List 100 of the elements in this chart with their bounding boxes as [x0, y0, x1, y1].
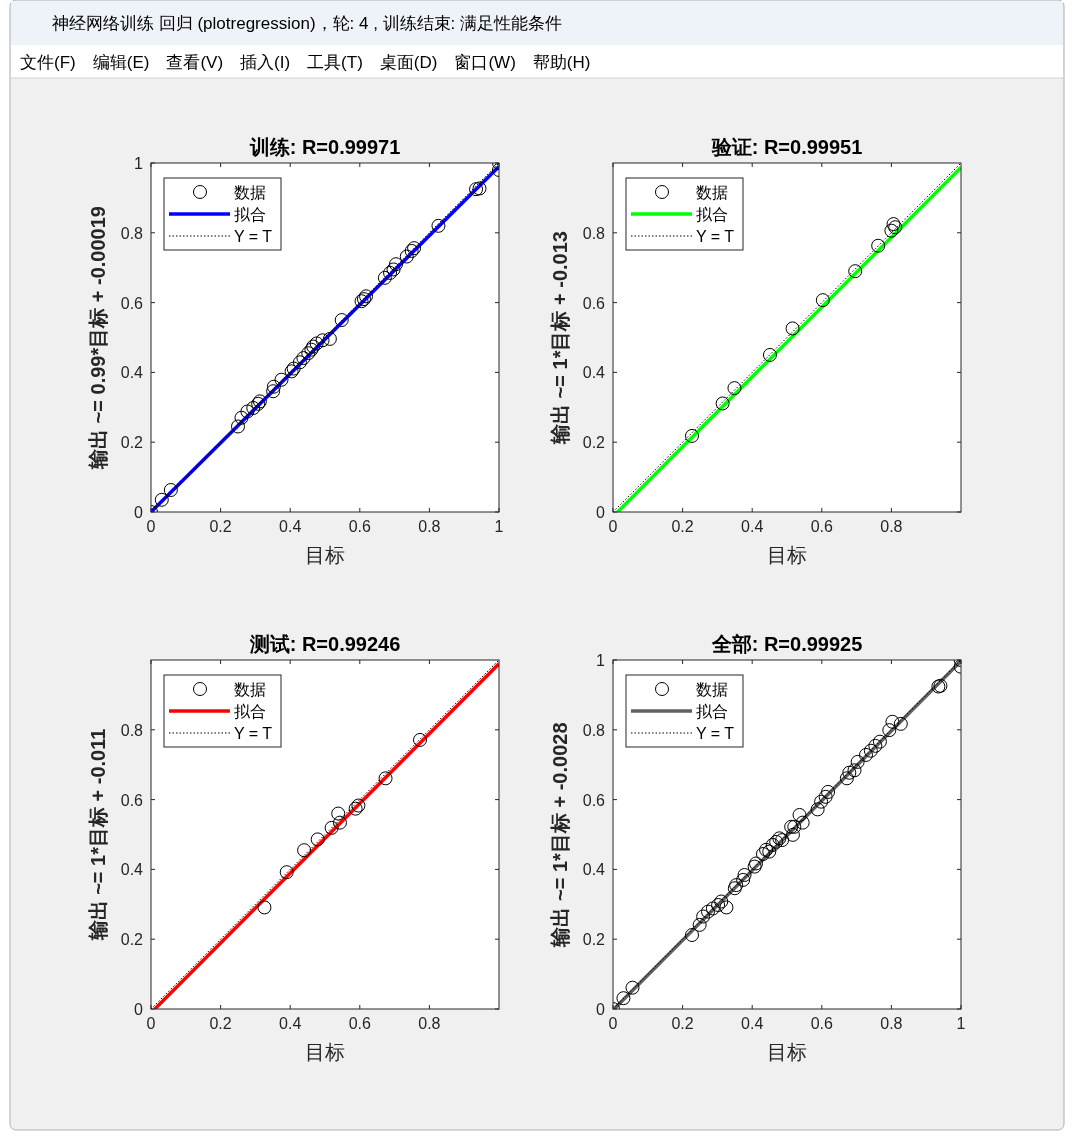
- point: [859, 747, 873, 762]
- point: [737, 867, 752, 882]
- y-tick-label: 0: [134, 504, 144, 521]
- x-tick-label: 1: [956, 1015, 966, 1032]
- y-tick-label: 1: [596, 652, 606, 669]
- x-tick-label: 0.8: [418, 518, 441, 535]
- point: [815, 293, 830, 308]
- x-tick-label: 0.6: [810, 1015, 834, 1032]
- point: [893, 716, 908, 731]
- point: [863, 743, 878, 758]
- legend-label: Y = T: [696, 228, 735, 245]
- point: [257, 900, 272, 915]
- x-tick-label: 0.4: [279, 1015, 302, 1032]
- x-axis-title: 目标: [767, 1041, 807, 1063]
- point: [762, 347, 777, 362]
- y-tick-label: 0.8: [120, 721, 144, 739]
- y-tick-label: 0.4: [582, 364, 606, 382]
- y-axis-title: 输出 ~= 0.99*目标 + -0.00019: [87, 206, 109, 470]
- point: [868, 738, 883, 753]
- point: [847, 763, 862, 778]
- point: [810, 802, 825, 817]
- x-tick-label: 0.6: [348, 1015, 372, 1032]
- y-tick-label: 0: [596, 504, 606, 521]
- point: [711, 898, 726, 912]
- x-tick-label: 0.2: [671, 1015, 694, 1032]
- y-tick-label: 0.6: [582, 294, 606, 312]
- legend-label: Y = T: [696, 725, 735, 742]
- y-tick-label: 0.2: [582, 931, 606, 949]
- point: [332, 815, 347, 830]
- point: [240, 404, 255, 419]
- point: [274, 372, 289, 387]
- point: [301, 346, 316, 361]
- x-tick-label: 0: [146, 518, 156, 535]
- point: [246, 401, 261, 415]
- x-tick-label: 0.2: [671, 518, 694, 535]
- point: [736, 872, 751, 887]
- y-tick-label: 0: [596, 1001, 606, 1018]
- x-tick-label: 0: [608, 1015, 618, 1032]
- point: [413, 732, 427, 747]
- point: [818, 789, 833, 804]
- x-axis-title: 目标: [767, 544, 807, 566]
- point: [785, 827, 800, 842]
- y-tick-label: 0.2: [120, 931, 144, 949]
- chart-title: 训练: R=0.99971: [248, 136, 401, 158]
- point: [795, 815, 810, 830]
- point: [696, 909, 711, 924]
- x-tick-label: 0.6: [810, 518, 834, 535]
- point: [882, 723, 897, 738]
- point: [719, 900, 734, 915]
- point: [714, 894, 729, 909]
- point: [705, 901, 720, 916]
- y-axis-title: 输出 ~= 1*目标 + -0.013: [549, 231, 571, 445]
- point: [315, 333, 330, 348]
- y-tick-label: 0.6: [120, 294, 144, 312]
- point: [266, 379, 281, 394]
- point: [322, 331, 337, 346]
- point: [234, 410, 249, 425]
- legend-label: 数据: [696, 184, 728, 201]
- legend-label: 数据: [234, 681, 266, 698]
- x-axis-title: 目标: [305, 544, 345, 566]
- legend-label: Y = T: [234, 725, 273, 742]
- y-tick-label: 0.8: [582, 721, 606, 739]
- x-tick-label: 0.4: [741, 518, 764, 535]
- chart-title: 验证: R=0.99951: [710, 136, 863, 158]
- chart-title: 全部: R=0.99925: [710, 633, 863, 655]
- point: [727, 381, 742, 396]
- point: [310, 832, 325, 847]
- point: [279, 865, 294, 880]
- legend-label: 拟合: [234, 703, 266, 720]
- text: 帮助(H): [532, 53, 591, 72]
- point: [765, 837, 780, 852]
- legend-label: 拟合: [234, 206, 266, 223]
- point: [685, 928, 699, 943]
- point: [701, 904, 715, 919]
- point: [377, 270, 392, 285]
- y-tick-label: 0.4: [120, 364, 144, 382]
- x-tick-label: 0.4: [741, 1015, 764, 1032]
- x-tick-label: 0.8: [880, 518, 903, 535]
- point: [839, 771, 854, 786]
- point: [231, 419, 245, 434]
- text: 文件(F): [20, 53, 76, 72]
- legend-label: Y = T: [234, 228, 273, 245]
- point: [266, 384, 281, 399]
- point: [378, 771, 393, 786]
- point: [871, 238, 886, 253]
- text: 工具(T): [307, 53, 363, 72]
- point: [625, 980, 640, 995]
- point: [388, 257, 403, 272]
- point: [792, 807, 807, 822]
- x-tick-label: 0.2: [209, 518, 232, 535]
- x-tick-label: 0.4: [279, 518, 302, 535]
- y-axis-title: 输出 ~= 1*目标 + -0.011: [87, 728, 109, 942]
- legend-label: 拟合: [696, 206, 728, 223]
- legend-label: 拟合: [696, 703, 728, 720]
- point: [785, 321, 800, 336]
- y-tick-label: 0.2: [120, 434, 144, 452]
- y-tick-label: 1: [134, 155, 144, 172]
- point: [399, 249, 414, 264]
- point: [154, 492, 169, 507]
- point: [296, 351, 311, 366]
